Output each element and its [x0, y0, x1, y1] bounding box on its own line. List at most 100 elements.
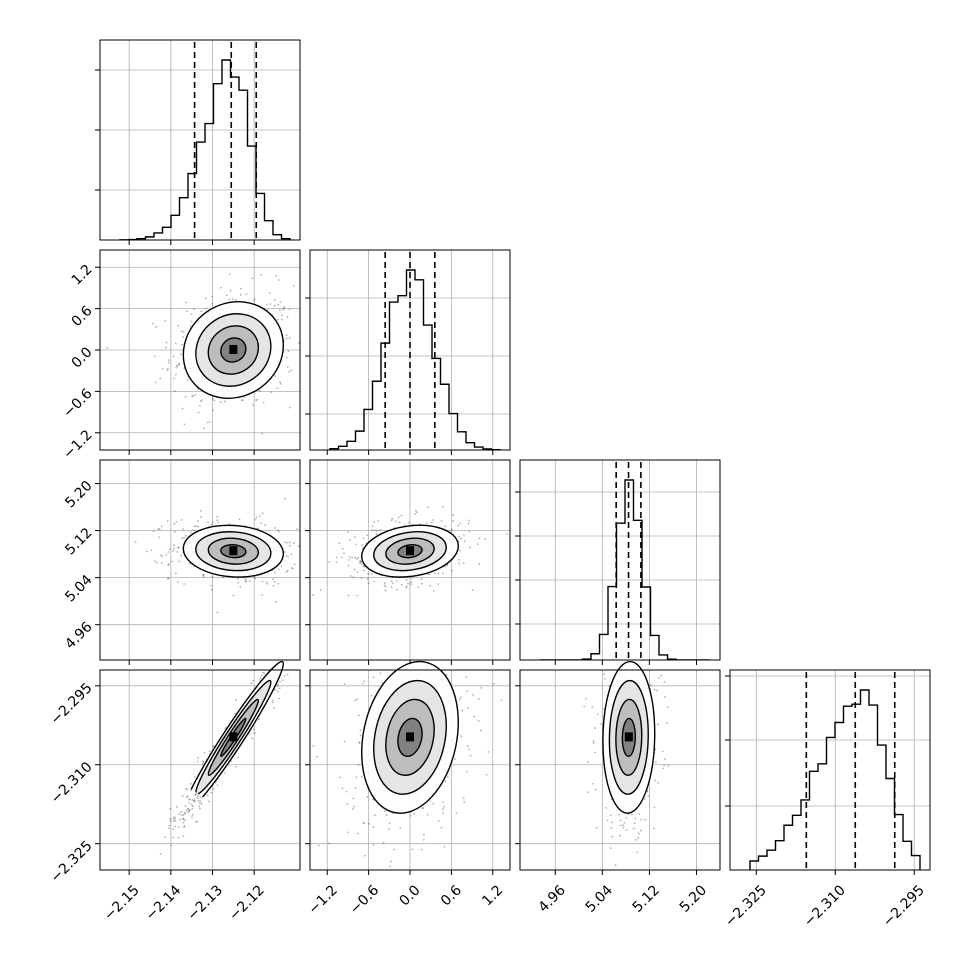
sample-point: [666, 722, 669, 724]
sample-point: [609, 814, 612, 817]
sample-point: [468, 748, 470, 751]
sample-point: [183, 583, 186, 585]
sample-point: [312, 594, 314, 596]
sample-point: [274, 527, 277, 529]
sample-point: [423, 833, 425, 836]
sample-point: [174, 530, 176, 533]
sample-point: [305, 337, 307, 339]
sample-point: [185, 310, 188, 313]
panel-frame: [519, 459, 721, 661]
sample-point: [275, 600, 277, 603]
sample-point: [382, 841, 385, 844]
sample-point: [199, 796, 202, 799]
sample-point: [188, 810, 191, 812]
sample-point: [263, 672, 266, 675]
sample-point: [399, 827, 402, 830]
sample-point: [426, 813, 429, 816]
density-peak: [229, 546, 238, 556]
sample-point: [305, 639, 307, 641]
sample-point: [479, 729, 482, 732]
sample-point: [370, 663, 372, 665]
sample-point: [146, 550, 148, 553]
sample-point: [253, 728, 255, 731]
sample-point: [410, 583, 412, 586]
sample-point: [190, 312, 193, 315]
sample-point: [608, 685, 611, 687]
sample-point: [425, 522, 428, 525]
sample-point: [169, 818, 172, 821]
sample-point: [274, 663, 276, 665]
sample-point: [352, 576, 355, 579]
sample-point: [260, 273, 263, 276]
sample-point: [106, 347, 109, 349]
sample-point: [266, 582, 269, 585]
sample-point: [281, 318, 283, 321]
sample-point: [202, 761, 205, 763]
sample-point: [250, 682, 253, 685]
sample-point: [187, 808, 190, 810]
sample-point: [177, 836, 180, 839]
sample-point: [354, 787, 357, 790]
sample-point: [603, 678, 606, 680]
sample-point: [457, 524, 460, 527]
sample-point: [360, 560, 362, 563]
sample-point: [259, 677, 262, 679]
sample-point: [446, 564, 448, 567]
sample-point: [253, 732, 256, 734]
sample-point: [291, 567, 293, 569]
sample-point: [328, 842, 330, 845]
sample-point: [175, 805, 178, 808]
sample-point: [442, 800, 444, 803]
y-tick-label: 5.12: [62, 525, 95, 558]
sample-point: [286, 356, 288, 359]
sample-point: [285, 334, 288, 336]
sample-point: [171, 560, 174, 563]
sample-point: [203, 427, 205, 430]
sample-point: [468, 530, 471, 533]
sample-point: [460, 735, 463, 738]
sample-point: [600, 722, 602, 725]
sample-point: [637, 832, 640, 835]
sample-point: [177, 546, 180, 549]
sample-point: [194, 394, 197, 396]
sample-point: [458, 535, 460, 538]
sample-point: [610, 827, 613, 830]
sample-point: [213, 399, 216, 402]
sample-point: [274, 688, 277, 691]
sample-point: [283, 675, 286, 677]
sample-point: [239, 293, 242, 296]
sample-point: [216, 519, 219, 522]
sample-point: [237, 581, 240, 584]
sample-point: [637, 837, 640, 839]
sample-point: [200, 400, 202, 403]
panel-background: [520, 460, 720, 660]
sample-point: [442, 808, 444, 810]
sample-point: [189, 325, 192, 328]
sample-point: [458, 558, 460, 561]
sample-point: [277, 318, 279, 321]
sample-point: [238, 518, 241, 521]
sample-point: [633, 822, 636, 825]
y-tick-label: −2.310: [48, 759, 96, 807]
y-tick-label: 1.2: [69, 262, 96, 289]
sample-point: [363, 680, 365, 683]
sample-point: [276, 690, 279, 693]
sample-point: [281, 679, 284, 682]
sample-point: [194, 794, 197, 796]
sample-point: [240, 399, 243, 401]
sample-point: [161, 562, 163, 564]
sample-point: [472, 693, 475, 696]
sample-point: [353, 536, 356, 538]
sample-point: [181, 336, 184, 338]
sample-point: [347, 831, 349, 834]
sample-point: [286, 569, 289, 572]
panel-frame: [309, 459, 511, 661]
sample-point: [458, 549, 461, 552]
sample-point: [412, 813, 415, 815]
sample-point: [414, 513, 416, 515]
sample-point: [370, 694, 373, 697]
sample-point: [177, 581, 180, 584]
sample-point: [354, 556, 357, 559]
sample-point: [603, 707, 605, 710]
sample-point: [466, 690, 469, 693]
